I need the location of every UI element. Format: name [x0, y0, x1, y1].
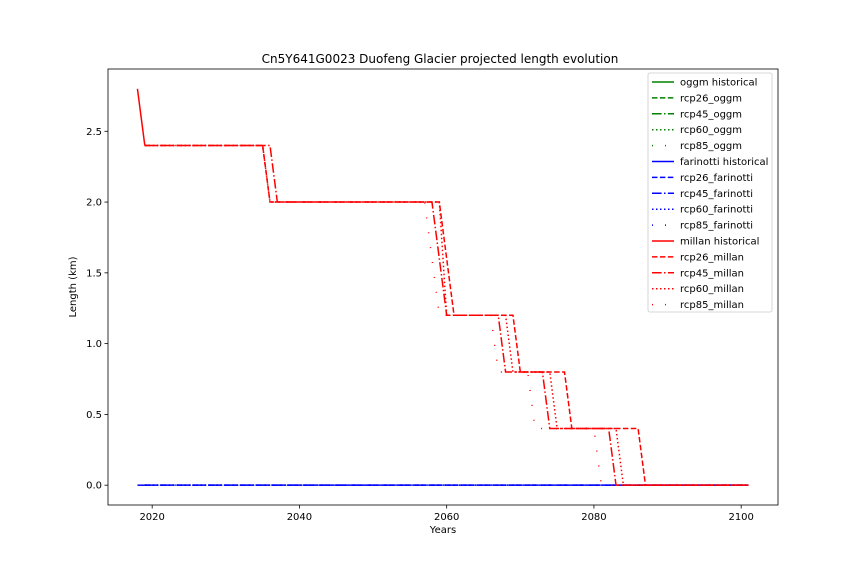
legend-label-rcp60-millan: rcp60_millan — [680, 284, 744, 295]
y-axis-label: Length (km) — [68, 256, 79, 317]
legend-label-rcp26-farinotti: rcp26_farinotti — [680, 173, 753, 184]
x-tick-label: 2020 — [139, 512, 164, 523]
series-line-rcp26-millan — [144, 144, 749, 486]
x-tick-label: 2100 — [728, 512, 753, 523]
series-line-rcp85-millan — [144, 144, 749, 486]
legend-label-oggm-historical: oggm historical — [680, 78, 757, 89]
legend-items: oggm historical rcp26_oggm rcp45_oggm rcp60… — [652, 78, 768, 311]
legend: oggm historical rcp26_oggm rcp45_oggm rcp60… — [647, 72, 773, 313]
axes-frame — [107, 68, 779, 506]
series-layer — [136, 88, 749, 486]
legend-label-rcp26-oggm: rcp26_oggm — [680, 93, 742, 104]
x-tick-label: 2080 — [581, 512, 606, 523]
legend-label-farinotti-historical: farinotti historical — [680, 157, 768, 168]
x-tick-label: 2040 — [287, 512, 312, 523]
x-axis-label: Years — [429, 525, 456, 536]
y-tick-label: 1.0 — [86, 339, 102, 350]
x-axis-ticks: 2020 2040 2060 2080 2100 — [139, 505, 754, 523]
legend-box — [647, 72, 773, 313]
y-tick-label: 0.0 — [86, 481, 102, 492]
y-tick-label: 2.0 — [86, 198, 102, 209]
x-tick-label: 2060 — [434, 512, 459, 523]
series-line-rcp45-millan — [144, 144, 749, 486]
legend-label-millan-historical: millan historical — [680, 237, 759, 248]
legend-label-rcp45-millan: rcp45_millan — [680, 268, 744, 279]
plot-area — [107, 68, 779, 506]
y-axis-ticks: 0.0 0.5 1.0 1.5 2.0 2.5 — [86, 127, 108, 492]
legend-label-rcp85-millan: rcp85_millan — [680, 300, 744, 311]
legend-label-rcp60-farinotti: rcp60_farinotti — [680, 205, 753, 216]
y-tick-label: 1.5 — [86, 268, 102, 279]
legend-label-rcp26-millan: rcp26_millan — [680, 252, 744, 263]
chart-title: Cn5Y641G0023 Duofeng Glacier projected l… — [262, 52, 619, 66]
legend-label-rcp60-oggm: rcp60_oggm — [680, 125, 742, 136]
y-tick-label: 0.5 — [86, 410, 102, 421]
series-line-millan-historical — [136, 88, 146, 146]
legend-label-rcp45-farinotti: rcp45_farinotti — [680, 189, 753, 200]
legend-label-rcp85-oggm: rcp85_oggm — [680, 141, 742, 152]
legend-label-rcp45-oggm: rcp45_oggm — [680, 109, 742, 120]
y-tick-label: 2.5 — [86, 127, 102, 138]
legend-label-rcp85-farinotti: rcp85_farinotti — [680, 221, 753, 232]
